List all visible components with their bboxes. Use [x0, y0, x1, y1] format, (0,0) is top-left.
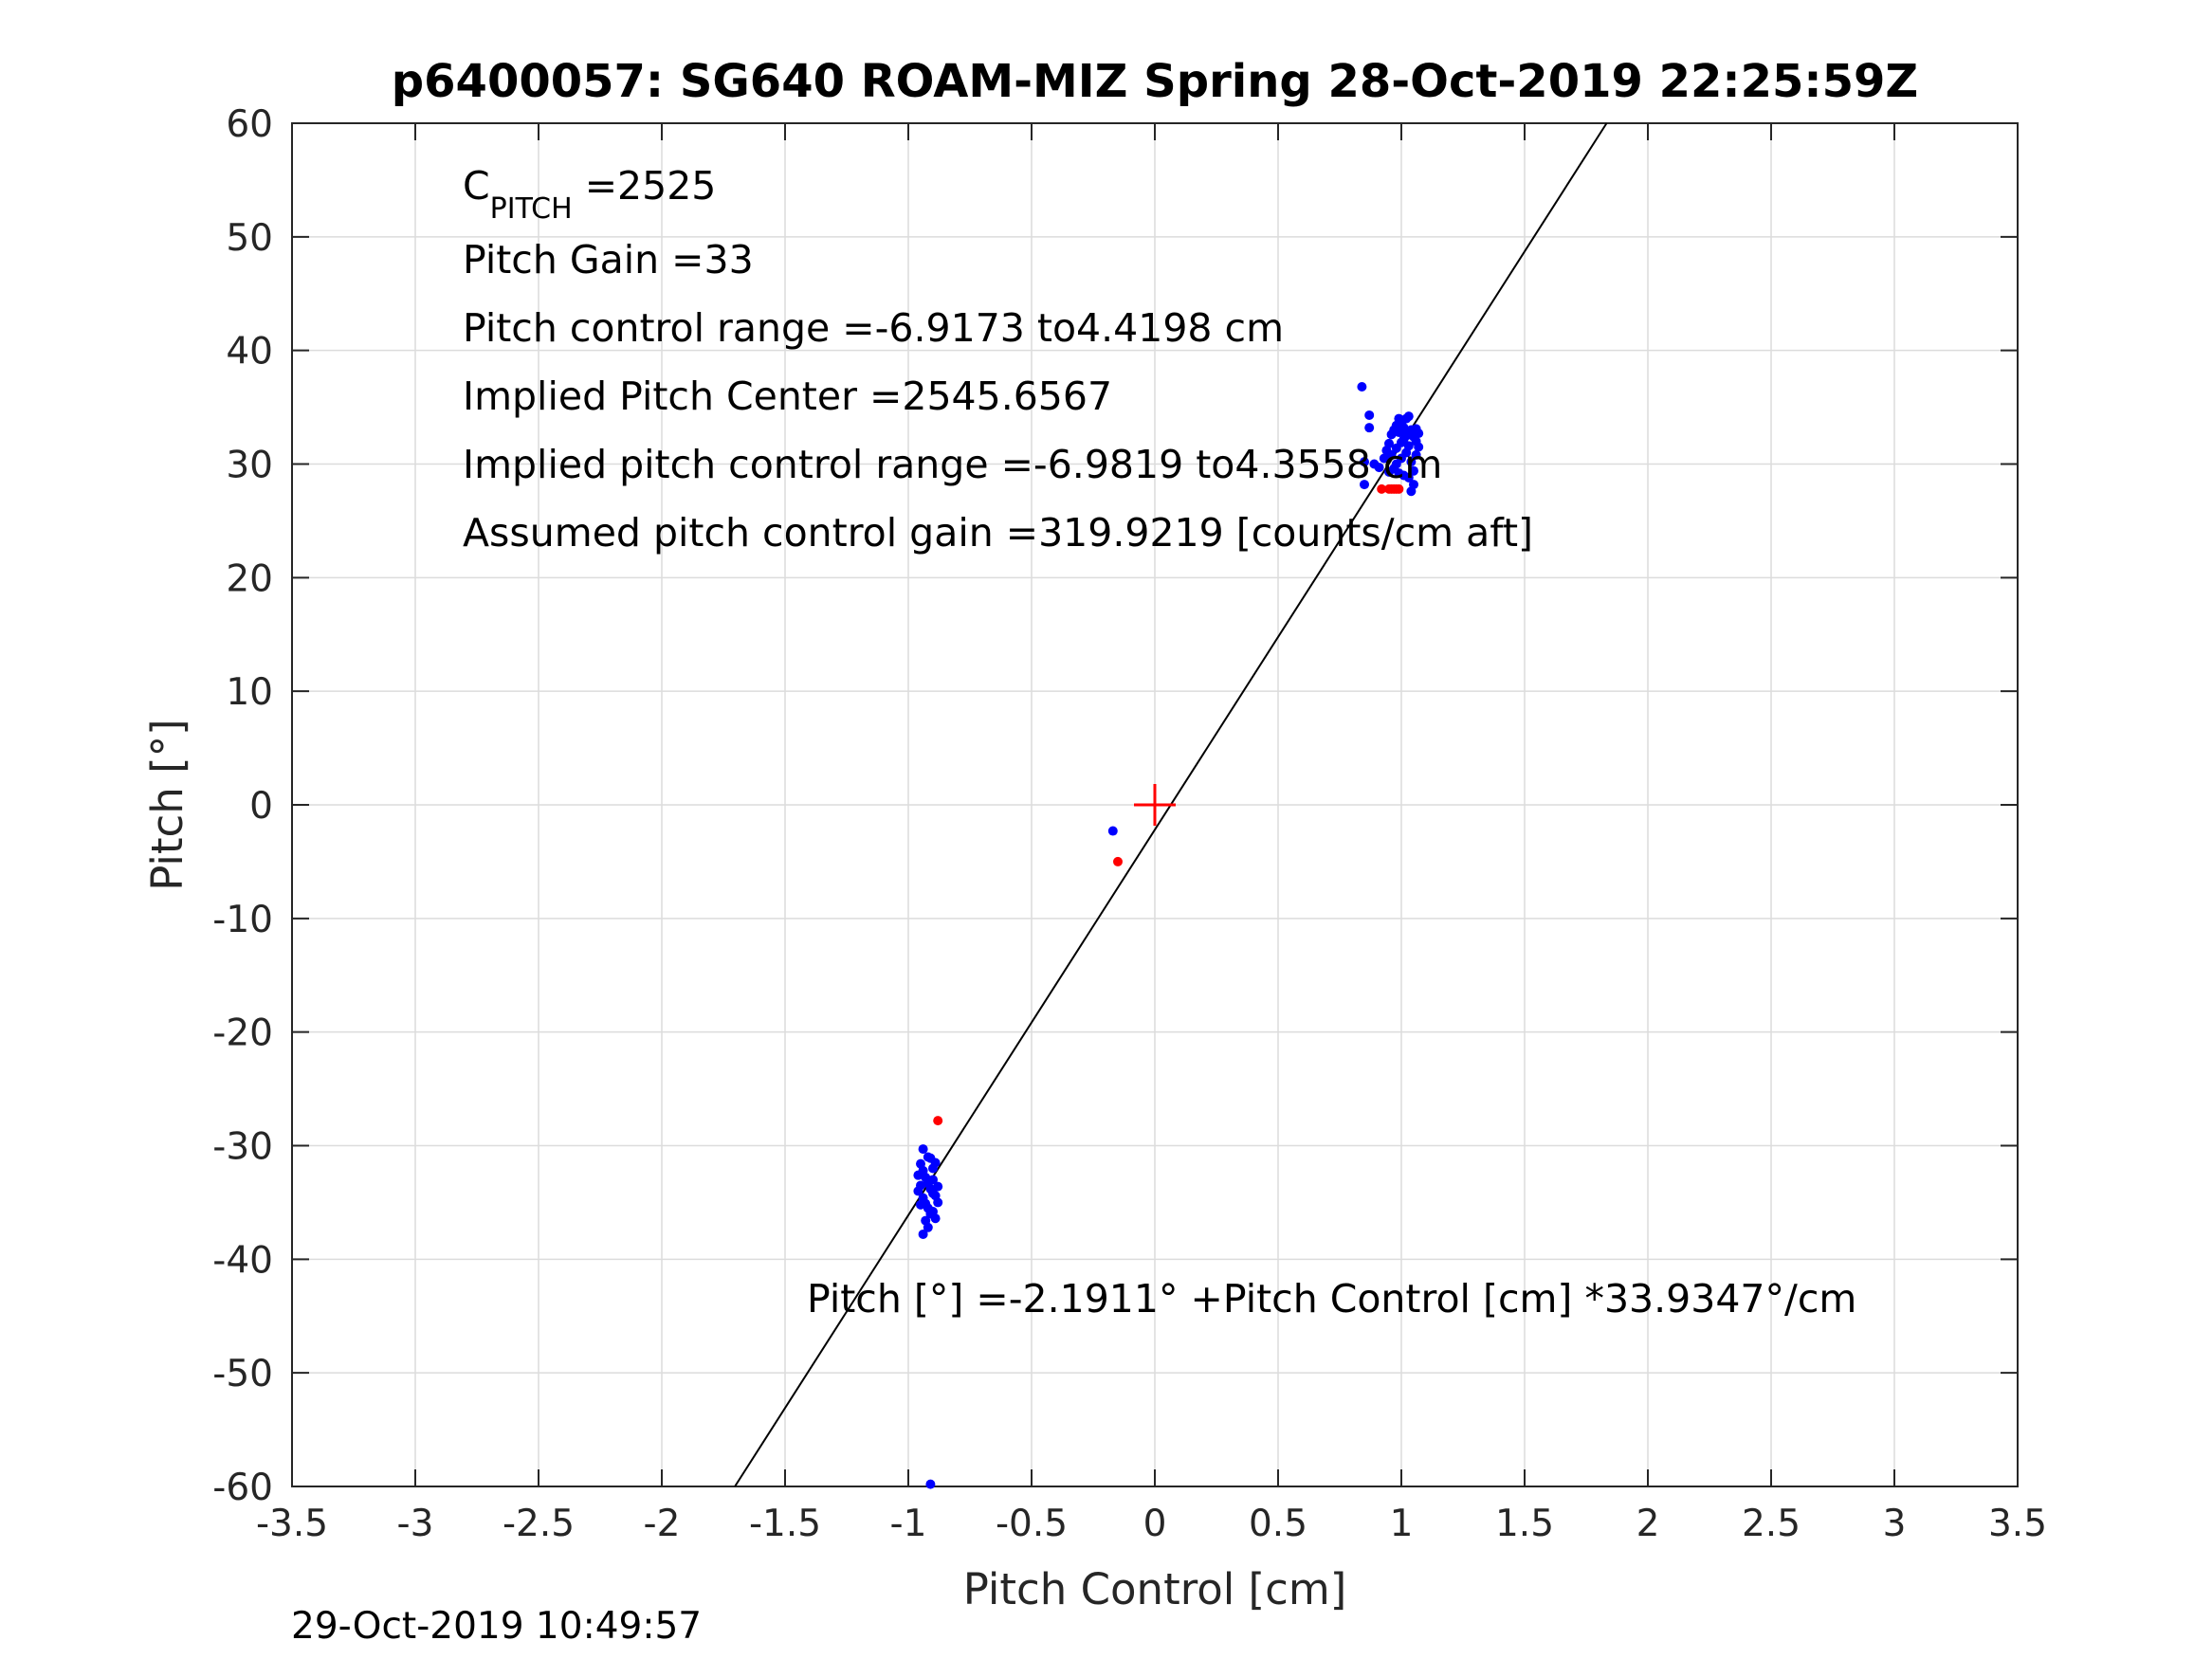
y-tick-label: -60 — [212, 1467, 273, 1509]
x-tick-labels: -3.5 -3 -2.5 -2 -1.5 -1 -0.5 0 0.5 1 1.5 2 2.5 3 3.5 — [256, 1503, 2047, 1545]
annotation-control-range: Pitch control range =-6.9173 to4.4198 cm — [463, 305, 1284, 351]
y-tick-label: -30 — [212, 1126, 273, 1169]
blue-samples-point — [1364, 410, 1375, 420]
blue-samples-point — [916, 1199, 925, 1210]
blue-samples-point — [1374, 463, 1384, 473]
y-tick-label: -10 — [212, 899, 273, 941]
x-tick-label: -3 — [397, 1503, 434, 1545]
annotation-assumed-gain: Assumed pitch control gain =319.9219 [co… — [463, 510, 1533, 556]
annotation-pitch-gain: Pitch Gain =33 — [463, 237, 754, 283]
x-tick-label: 3 — [1883, 1503, 1907, 1545]
red-samples-point — [1113, 856, 1123, 866]
y-tick-labels: -60 -50 -40 -30 -20 -10 0 10 20 30 40 50 60 — [212, 103, 273, 1509]
blue-samples-point — [1403, 472, 1414, 483]
blue-samples-point — [1403, 411, 1414, 422]
blue-samples-point — [1409, 465, 1418, 476]
blue-samples-point — [1386, 449, 1397, 460]
blue-samples-point — [918, 1229, 928, 1239]
y-tick-label: 50 — [226, 217, 273, 260]
x-axis-label: Pitch Control [cm] — [963, 1564, 1347, 1614]
x-tick-label: 2.5 — [1742, 1503, 1801, 1545]
y-tick-label: 0 — [249, 785, 273, 828]
x-tick-label: 2 — [1636, 1503, 1660, 1545]
footer-timestamp: 29-Oct-2019 10:49:57 — [291, 1605, 702, 1648]
blue-samples-point — [928, 1175, 938, 1185]
blue-samples-point — [1391, 443, 1401, 453]
plot-frame — [291, 122, 2019, 1487]
y-tick-label: 60 — [226, 103, 273, 146]
x-tick-label: 1.5 — [1495, 1503, 1554, 1545]
red-samples-point — [1377, 483, 1387, 494]
y-tick-label: -50 — [212, 1353, 273, 1395]
x-tick-label: 0.5 — [1249, 1503, 1307, 1545]
annotation-implied-center: Implied Pitch Center =2545.6567 — [463, 374, 1112, 419]
blue-samples-point — [1401, 430, 1412, 441]
blue-samples-point — [1403, 441, 1414, 451]
c-pitch-main: C — [463, 163, 490, 209]
x-tick-label: -3.5 — [256, 1503, 328, 1545]
blue-samples-point — [1107, 826, 1118, 836]
annotation-implied-range: Implied pitch control range =-6.9819 to4… — [463, 442, 1442, 487]
x-tick-label: 0 — [1143, 1503, 1167, 1545]
blue-samples-point — [1394, 427, 1404, 437]
annotation-block: CPITCH =2525 Pitch Gain =33 Pitch contro… — [463, 163, 1856, 1322]
y-tick-label: -40 — [212, 1239, 273, 1282]
x-tick-label: 3.5 — [1988, 1503, 2047, 1545]
x-tick-label: 1 — [1390, 1503, 1414, 1545]
blue-samples-point — [913, 1170, 923, 1180]
blue-samples-point — [1360, 457, 1369, 467]
y-tick-label: 20 — [226, 557, 273, 600]
blue-samples-point — [930, 1213, 941, 1224]
c-pitch-subscript: PITCH — [490, 192, 573, 226]
center-marker-group — [1134, 784, 1176, 826]
tick-marks — [291, 122, 2019, 1487]
blue-samples-point — [1414, 442, 1424, 452]
blue-samples-point — [933, 1181, 943, 1192]
blue-samples-point — [1360, 480, 1369, 490]
x-tick-label: -2 — [644, 1503, 681, 1545]
blue-samples-point — [1409, 480, 1418, 490]
chart-title: p6400057: SG640 ROAM-MIZ Spring 28-Oct-2… — [392, 55, 1918, 108]
x-tick-label: -2.5 — [503, 1503, 575, 1545]
blue-samples-point — [1411, 449, 1421, 460]
y-tick-label: -20 — [212, 1012, 273, 1055]
annotation-fit-equation: Pitch [°] =-2.1911° +Pitch Control [cm] … — [807, 1276, 1856, 1322]
blue-samples-point — [923, 1152, 933, 1162]
blue-samples-point — [1411, 424, 1421, 434]
y-tick-label: 40 — [226, 331, 273, 374]
blue-samples-point — [1384, 438, 1394, 448]
red-samples-point — [933, 1116, 943, 1126]
red-samples-point — [1394, 483, 1404, 494]
x-tick-label: -1.5 — [749, 1503, 821, 1545]
blue-samples-point — [1357, 382, 1367, 392]
annotation-c-pitch: CPITCH =2525 — [463, 163, 716, 226]
blue-samples-point — [1364, 423, 1375, 433]
blue-samples-point — [1406, 457, 1417, 467]
blue-samples-point — [925, 1479, 936, 1489]
blue-samples-point — [933, 1197, 943, 1208]
y-axis-label: Pitch [°] — [142, 719, 192, 890]
blue-samples-point — [913, 1186, 923, 1196]
blue-samples-point — [918, 1144, 928, 1155]
blue-samples-point — [1384, 466, 1394, 477]
x-tick-label: -1 — [890, 1503, 927, 1545]
blue-samples-point — [923, 1222, 933, 1232]
blue-samples-point — [1379, 453, 1389, 464]
c-pitch-value: =2525 — [573, 163, 717, 209]
x-tick-label: -0.5 — [996, 1503, 1068, 1545]
data-points — [913, 382, 1424, 1489]
y-tick-label: 30 — [226, 445, 273, 487]
y-tick-label: 10 — [226, 671, 273, 714]
